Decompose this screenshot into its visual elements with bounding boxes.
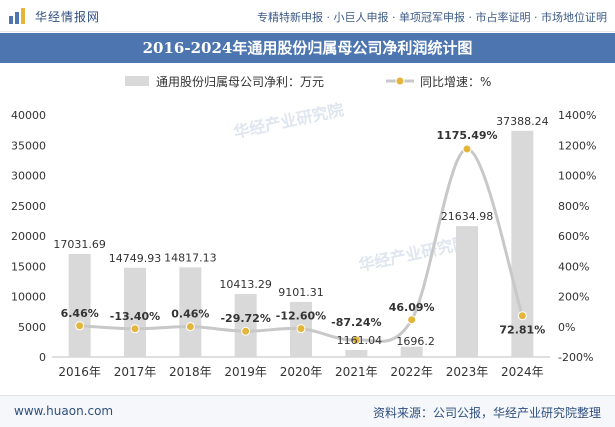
growth-value-label: -87.24% (331, 316, 381, 329)
bar-value-label: 9101.31 (278, 286, 324, 299)
x-category-label: 2016年 (58, 365, 101, 379)
y-right-tick-label: 0% (558, 321, 575, 334)
y-right-tick-label: 800% (558, 200, 589, 213)
brand-name: 华经情报网 (35, 9, 101, 24)
brand-logo[interactable]: 华经情报网 (8, 7, 100, 25)
bar-2018年 (179, 267, 202, 357)
bar-2016年 (68, 253, 91, 357)
y-left-tick-label: 40000 (11, 109, 46, 122)
growth-value-label: -29.72% (220, 312, 270, 325)
y-right-tick-label: 1000% (558, 170, 596, 183)
growth-value-label: 72.81% (499, 324, 545, 337)
growth-value-label: 0.46% (171, 308, 209, 321)
service-links[interactable]: 专精特新申报 · 小巨人申报 · 单项冠军申报 · 市占率证明 · 市场地位证明 (257, 11, 607, 24)
bar-2021年 (345, 349, 368, 357)
brand-logo-icon (9, 8, 25, 24)
title-band: 2016-2024年通用股份归属母公司净利润统计图 (0, 33, 615, 63)
x-category-label: 2022年 (390, 365, 433, 379)
legend-line-label: 同比增速：% (420, 75, 492, 89)
y-right-tick-label: 200% (558, 291, 589, 304)
growth-point-2016年 (75, 321, 85, 331)
bar-value-label: 14749.93 (109, 252, 162, 265)
growth-point-2021年 (351, 335, 361, 345)
y-left-tick-label: 25000 (11, 200, 46, 213)
x-category-label: 2023年 (446, 365, 489, 379)
growth-point-2022年 (407, 315, 417, 325)
bar-value-label: 14817.13 (164, 251, 217, 264)
bar-2019年 (234, 293, 257, 357)
x-category-label: 2021年 (335, 365, 378, 379)
growth-value-label: 46.09% (389, 301, 435, 314)
legend-line-swatch (386, 76, 414, 86)
growth-point-2024年 (517, 311, 527, 321)
y-left-tick-label: 15000 (11, 260, 46, 273)
y-left-tick-label: 35000 (11, 139, 46, 152)
growth-value-label: -13.40% (110, 310, 160, 323)
x-category-label: 2024年 (501, 365, 544, 379)
y-left-tick-label: 5000 (18, 321, 46, 334)
footer-bar: www.huaon.com 资料来源：公司公报，华经产业研究院整理 (0, 395, 615, 427)
bar-value-label: 10413.29 (219, 278, 272, 291)
bar-2017年 (124, 267, 146, 357)
growth-point-2017年 (130, 324, 140, 334)
footer-url[interactable]: www.huaon.com (14, 404, 114, 418)
legend-bar-label: 通用股份归属母公司净利：万元 (156, 75, 325, 89)
chart-title: 2016-2024年通用股份归属母公司净利润统计图 (142, 39, 473, 57)
footer-source: 资料来源：公司公报，华经产业研究院整理 (372, 406, 601, 420)
legend-bar-swatch (125, 76, 149, 86)
bar-value-label: 37388.24 (496, 115, 549, 128)
y-left-tick-label: 10000 (11, 291, 46, 304)
top-header-bar: 华经情报网 专精特新申报 · 小巨人申报 · 单项冠军申报 · 市占率证明 · … (0, 0, 615, 32)
watermark-text: 华经产业研究院 (357, 233, 471, 275)
y-right-tick-label: 400% (558, 260, 589, 273)
bar-value-label: 21634.98 (441, 210, 494, 223)
y-right-tick-label: 1200% (558, 139, 596, 152)
bar-value-label: 1696.2 (396, 335, 435, 348)
bar-2022年 (400, 346, 423, 357)
y-right-tick-label: -200% (558, 351, 593, 364)
y-left-tick-label: 20000 (11, 230, 46, 243)
y-left-tick-label: 30000 (11, 170, 46, 183)
bar-2023年 (456, 226, 478, 357)
x-category-label: 2018年 (169, 365, 212, 379)
growth-point-2023年 (462, 144, 472, 154)
growth-value-label: -12.60% (276, 310, 326, 323)
x-category-label: 2020年 (280, 365, 323, 379)
watermark-text: 华经产业研究院 (232, 100, 346, 142)
growth-point-2020年 (296, 324, 306, 334)
y-right-tick-label: 600% (558, 230, 589, 243)
growth-value-label: 1175.49% (436, 129, 497, 142)
growth-point-2018年 (185, 322, 195, 332)
growth-point-2019年 (241, 326, 251, 336)
bar-value-label: 17031.69 (53, 238, 106, 251)
x-category-label: 2019年 (224, 365, 267, 379)
bar-value-label: 1161.04 (337, 334, 383, 347)
chart-area: 华经产业研究院华经产业研究院05000100001500020000250003… (11, 100, 596, 379)
y-left-tick-label: 0 (39, 351, 46, 364)
chart-legend: 通用股份归属母公司净利：万元 同比增速：% (0, 70, 615, 92)
y-right-tick-label: 1400% (558, 109, 596, 122)
x-category-label: 2017年 (114, 365, 157, 379)
growth-value-label: 6.46% (61, 307, 99, 320)
